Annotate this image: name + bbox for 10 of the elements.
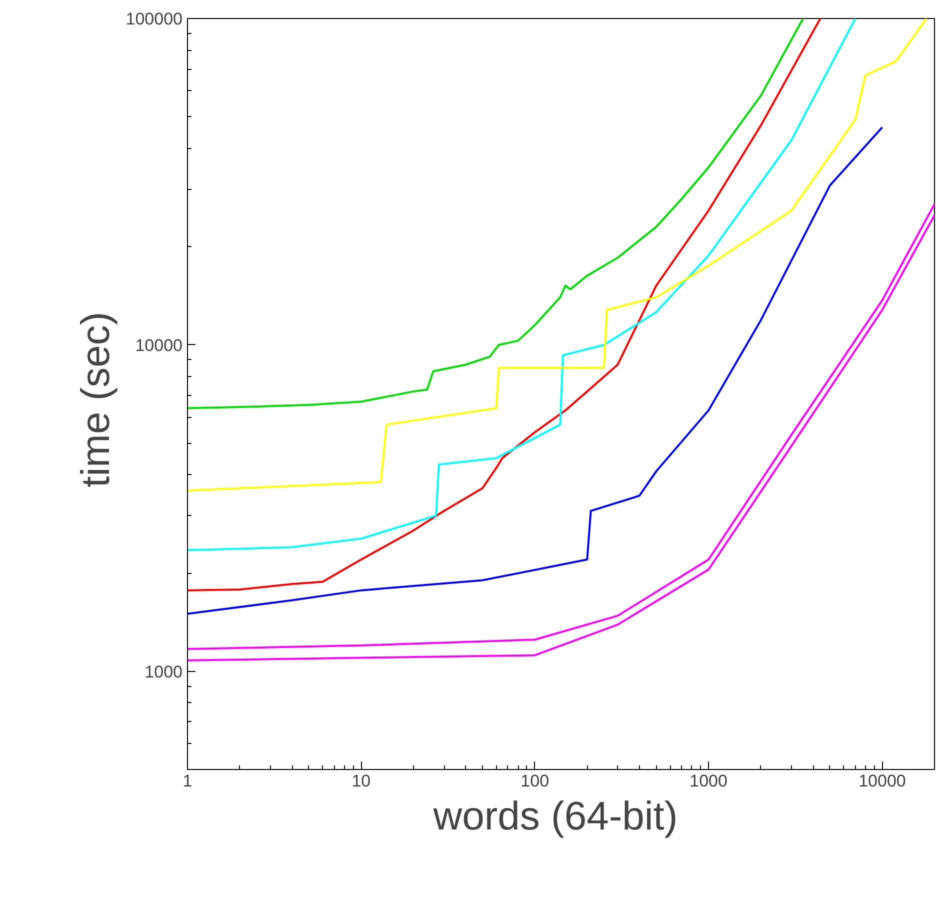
x-tick-label: 10000 (858, 772, 906, 790)
x-tick-label: 1 (182, 772, 192, 790)
y-tick-label: 100000 (126, 10, 183, 28)
x-tick-label: 10 (352, 772, 371, 790)
x-tick-label: 100 (520, 772, 550, 790)
y-axis-title: time (sec) (74, 312, 118, 488)
x-tick-label: 1000 (690, 772, 728, 790)
y-tick-label: 1000 (144, 662, 183, 682)
x-axis-title: words (64-bit) (432, 794, 678, 838)
y-tick-label: 10000 (135, 336, 183, 355)
